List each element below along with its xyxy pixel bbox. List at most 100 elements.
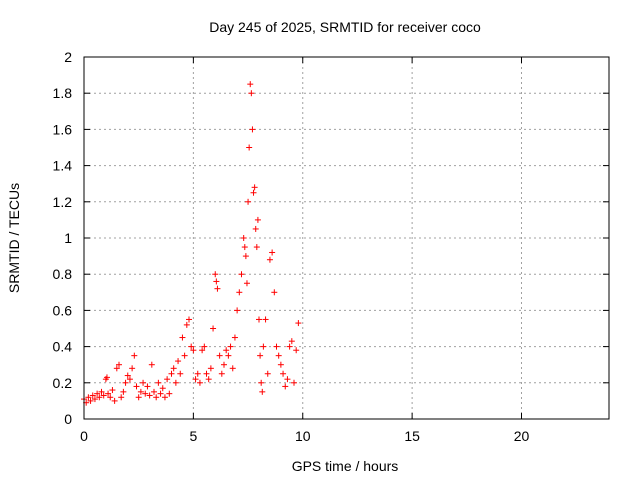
data-point bbox=[177, 370, 184, 377]
data-point bbox=[116, 361, 122, 368]
x-tick-label: 15 bbox=[404, 428, 420, 444]
data-point bbox=[183, 321, 190, 328]
data-point bbox=[166, 390, 173, 397]
data-point bbox=[91, 396, 98, 403]
data-point bbox=[229, 365, 236, 372]
data-point bbox=[250, 189, 257, 196]
data-point bbox=[288, 338, 295, 345]
y-tick-label: 1.4 bbox=[53, 158, 73, 174]
data-point bbox=[273, 343, 280, 350]
data-point bbox=[231, 334, 238, 341]
data-point bbox=[223, 347, 230, 354]
y-tick-label: 0.2 bbox=[53, 375, 73, 391]
data-point bbox=[247, 81, 254, 88]
data-point bbox=[251, 184, 258, 191]
data-point bbox=[107, 394, 114, 401]
data-point bbox=[262, 316, 269, 323]
data-point bbox=[151, 388, 157, 395]
data-point bbox=[192, 376, 199, 383]
data-point bbox=[248, 90, 255, 97]
chart-title: Day 245 of 2025, SRMTID for receiver coc… bbox=[209, 19, 481, 35]
x-tick-label: 10 bbox=[295, 428, 311, 444]
data-point bbox=[254, 216, 261, 223]
data-point bbox=[266, 256, 273, 263]
data-point bbox=[214, 285, 221, 292]
data-point bbox=[129, 365, 136, 372]
data-point bbox=[295, 320, 302, 327]
data-point bbox=[161, 394, 168, 401]
data-point bbox=[275, 352, 282, 359]
data-point bbox=[122, 379, 129, 386]
data-point bbox=[87, 397, 94, 404]
data-point bbox=[137, 388, 144, 395]
data-point bbox=[96, 394, 103, 401]
grid-lines bbox=[84, 57, 609, 419]
data-point bbox=[153, 394, 160, 401]
y-axis-label: SRMTID / TECUs bbox=[6, 183, 22, 293]
data-point bbox=[282, 383, 289, 390]
data-point bbox=[190, 347, 197, 354]
data-point bbox=[120, 388, 127, 395]
data-point bbox=[172, 379, 179, 386]
data-point bbox=[291, 379, 297, 386]
data-point bbox=[175, 358, 182, 365]
data-point bbox=[258, 379, 265, 386]
data-point bbox=[252, 225, 259, 232]
data-point bbox=[277, 361, 284, 368]
data-point bbox=[133, 383, 140, 390]
data-point bbox=[181, 352, 188, 359]
y-tick-label: 0.4 bbox=[53, 339, 73, 355]
data-point bbox=[238, 271, 245, 278]
y-tick-label: 0 bbox=[64, 411, 72, 427]
data-point bbox=[218, 370, 225, 377]
y-tick-label: 1.6 bbox=[53, 121, 73, 137]
data-point bbox=[142, 390, 149, 397]
data-point bbox=[243, 280, 250, 287]
data-point bbox=[159, 385, 166, 392]
data-point bbox=[221, 361, 227, 368]
data-point bbox=[124, 372, 131, 379]
data-point bbox=[240, 235, 247, 241]
data-point bbox=[126, 376, 133, 383]
data-point bbox=[89, 392, 96, 399]
data-point bbox=[111, 397, 118, 404]
data-point bbox=[205, 376, 212, 383]
data-point bbox=[227, 343, 234, 350]
y-tick-labels: 0 0.2 0.4 0.6 0.8 1 1.2 1.4 1.6 1.8 2 bbox=[53, 49, 73, 427]
data-point bbox=[284, 376, 291, 383]
data-point bbox=[164, 376, 171, 383]
x-tick-label: 20 bbox=[514, 428, 530, 444]
data-point bbox=[280, 370, 287, 377]
axis-ticks bbox=[83, 56, 609, 420]
data-point bbox=[140, 379, 147, 386]
data-point bbox=[253, 244, 260, 251]
y-tick-label: 0.6 bbox=[53, 302, 73, 318]
data-point bbox=[109, 387, 116, 394]
data-point bbox=[207, 365, 214, 372]
data-point bbox=[186, 316, 192, 323]
data-point bbox=[213, 278, 220, 285]
data-point bbox=[196, 379, 203, 386]
data-point bbox=[236, 289, 243, 296]
y-tick-label: 1.2 bbox=[53, 194, 73, 210]
data-point bbox=[269, 249, 276, 256]
data-point bbox=[157, 390, 164, 397]
x-tick-label: 5 bbox=[189, 428, 197, 444]
data-point bbox=[105, 390, 112, 397]
data-point bbox=[210, 325, 217, 332]
data-point bbox=[144, 383, 151, 390]
data-point bbox=[155, 379, 162, 386]
data-point bbox=[293, 347, 300, 354]
data-point bbox=[170, 365, 177, 372]
data-point bbox=[118, 394, 125, 401]
data-point bbox=[203, 370, 210, 377]
data-points bbox=[81, 81, 302, 406]
data-point bbox=[188, 343, 195, 350]
y-tick-label: 1 bbox=[64, 230, 72, 246]
data-point bbox=[257, 352, 264, 359]
data-point bbox=[179, 334, 186, 341]
x-tick-labels: 0 5 10 15 20 bbox=[80, 428, 529, 444]
data-point bbox=[100, 392, 107, 399]
data-point bbox=[241, 244, 248, 251]
